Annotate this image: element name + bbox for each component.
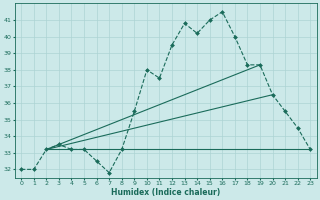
X-axis label: Humidex (Indice chaleur): Humidex (Indice chaleur) [111,188,220,197]
